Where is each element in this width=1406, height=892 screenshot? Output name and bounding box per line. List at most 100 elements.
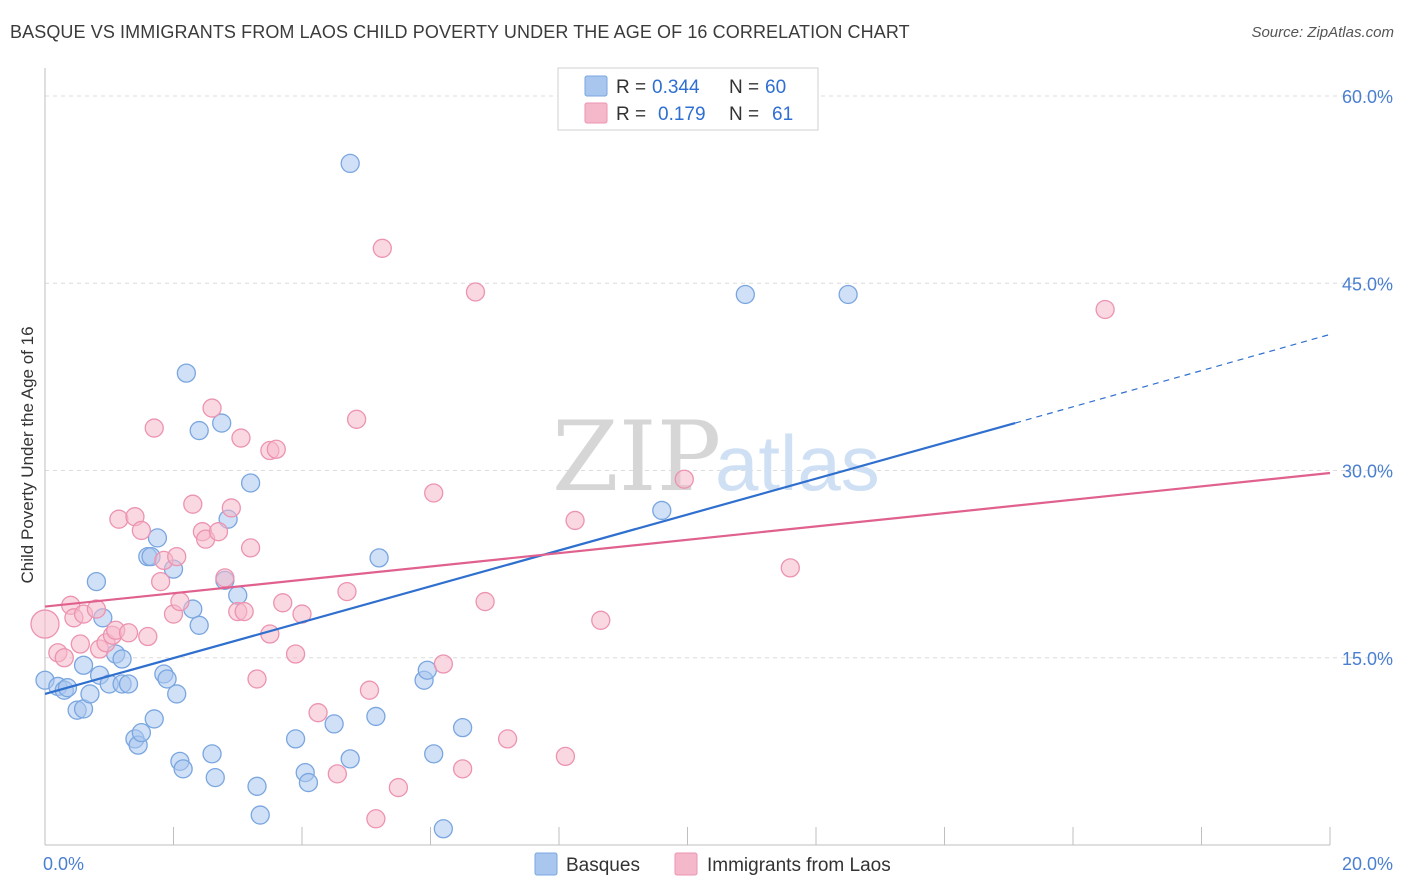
laos-point-16 bbox=[138, 626, 158, 647]
basques-point-44 bbox=[298, 772, 319, 793]
legend-laos-label: Immigrants from Laos bbox=[707, 855, 891, 876]
laos-point-17 bbox=[144, 418, 164, 438]
chart-title: BASQUE VS IMMIGRANTS FROM LAOS CHILD POV… bbox=[10, 22, 910, 42]
basques-point-9 bbox=[86, 571, 107, 592]
laos-points bbox=[30, 238, 1115, 829]
basques-points bbox=[35, 153, 858, 839]
laos-point-22 bbox=[170, 591, 190, 612]
legend-r-value-1: 0.344 bbox=[652, 77, 700, 98]
legend-r-value-2: 0.179 bbox=[658, 104, 706, 125]
laos-point-39 bbox=[285, 644, 306, 664]
basques-point-18 bbox=[131, 723, 152, 743]
basques-point-31 bbox=[189, 420, 209, 441]
laos-trendline bbox=[44, 471, 1331, 608]
legend-laos-swatch bbox=[674, 852, 698, 876]
basques-point-41 bbox=[250, 805, 270, 825]
legend-swatch-pink bbox=[584, 102, 608, 124]
chart-source: Source: ZipAtlas.com bbox=[1251, 24, 1394, 41]
laos-point-0 bbox=[30, 609, 60, 639]
laos-point-51 bbox=[452, 759, 473, 779]
grid-lines bbox=[45, 95, 1392, 659]
legend-swatch-blue bbox=[584, 75, 608, 97]
legend-n-value-1: 60 bbox=[765, 77, 786, 98]
basques-point-39 bbox=[240, 473, 261, 493]
watermark-zip: ZIP bbox=[552, 401, 721, 513]
laos-point-31 bbox=[231, 428, 251, 448]
basques-point-37 bbox=[212, 413, 232, 433]
laos-point-45 bbox=[359, 680, 380, 700]
basques-point-30 bbox=[189, 615, 209, 635]
laos-point-47 bbox=[372, 238, 392, 258]
laos-point-21 bbox=[167, 546, 187, 567]
basques-trendline-extension bbox=[1015, 333, 1331, 424]
laos-point-28 bbox=[215, 568, 235, 588]
laos-point-44 bbox=[346, 409, 367, 429]
laos-point-29 bbox=[221, 498, 241, 518]
laos-point-52 bbox=[465, 282, 486, 302]
laos-point-54 bbox=[497, 729, 518, 749]
basques-point-32 bbox=[176, 363, 197, 383]
basques-point-57 bbox=[838, 284, 858, 305]
watermark-atlas: atlas bbox=[715, 419, 880, 507]
laos-point-50 bbox=[433, 654, 454, 674]
basques-point-42 bbox=[285, 729, 306, 749]
legend-n-value-2: 61 bbox=[772, 104, 793, 125]
basques-point-21 bbox=[144, 709, 164, 729]
laos-point-59 bbox=[780, 558, 800, 578]
laos-point-32 bbox=[234, 601, 254, 622]
y-tick-label-3: 60.0% bbox=[1342, 87, 1393, 107]
series-legend: Basques Immigrants from Laos bbox=[534, 852, 891, 876]
basques-point-13 bbox=[112, 649, 132, 669]
laos-point-15 bbox=[131, 520, 152, 541]
laos-point-33 bbox=[240, 538, 261, 558]
legend-basques-label: Basques bbox=[566, 855, 640, 876]
basques-point-52 bbox=[424, 744, 444, 764]
correlation-legend: R = 0.344 N = 60 R = 0.179 N = 61 bbox=[557, 67, 819, 131]
y-axis-title: Child Poverty Under the Age of 16 bbox=[18, 326, 37, 583]
basques-point-28 bbox=[173, 759, 193, 779]
laos-point-38 bbox=[273, 593, 293, 613]
basques-point-48 bbox=[366, 706, 386, 727]
laos-point-7 bbox=[86, 599, 107, 619]
basques-trendline bbox=[44, 422, 1016, 696]
legend-n-label-2: N = bbox=[729, 104, 759, 125]
basques-point-47 bbox=[340, 153, 360, 174]
laos-point-5 bbox=[70, 634, 90, 654]
trendlines bbox=[44, 333, 1331, 696]
basques-point-53 bbox=[433, 819, 454, 839]
laos-point-23 bbox=[183, 494, 203, 514]
laos-point-60 bbox=[1095, 299, 1115, 320]
laos-point-2 bbox=[54, 648, 74, 668]
x-tick-label-1: 20.0% bbox=[1342, 854, 1393, 874]
basques-point-55 bbox=[652, 500, 672, 521]
basques-point-46 bbox=[340, 749, 360, 769]
laos-point-42 bbox=[327, 764, 347, 784]
laos-point-53 bbox=[475, 591, 495, 612]
basques-point-33 bbox=[202, 744, 222, 764]
basques-point-49 bbox=[369, 548, 389, 568]
laos-point-27 bbox=[208, 522, 229, 542]
basques-point-22 bbox=[147, 528, 168, 548]
basques-point-26 bbox=[167, 684, 187, 704]
basques-point-45 bbox=[324, 714, 344, 734]
laos-point-43 bbox=[337, 581, 357, 602]
y-tick-label-1: 30.0% bbox=[1342, 462, 1393, 482]
basques-point-54 bbox=[452, 718, 473, 738]
axes bbox=[44, 68, 1331, 846]
y-tick-label-2: 45.0% bbox=[1342, 274, 1393, 294]
basques-point-38 bbox=[228, 585, 248, 605]
basques-point-15 bbox=[118, 674, 139, 694]
basques-point-7 bbox=[73, 655, 94, 675]
laos-point-13 bbox=[118, 623, 139, 643]
x-tick-label-0: 0.0% bbox=[43, 854, 84, 874]
laos-point-46 bbox=[366, 809, 386, 829]
watermark: ZIP atlas bbox=[552, 401, 880, 513]
laos-point-36 bbox=[266, 439, 286, 459]
legend-basques-swatch bbox=[534, 852, 558, 876]
basques-point-34 bbox=[205, 767, 225, 788]
laos-point-49 bbox=[424, 483, 444, 503]
legend-n-label-1: N = bbox=[729, 77, 759, 98]
basques-point-56 bbox=[735, 284, 755, 305]
laos-point-12 bbox=[109, 509, 129, 529]
